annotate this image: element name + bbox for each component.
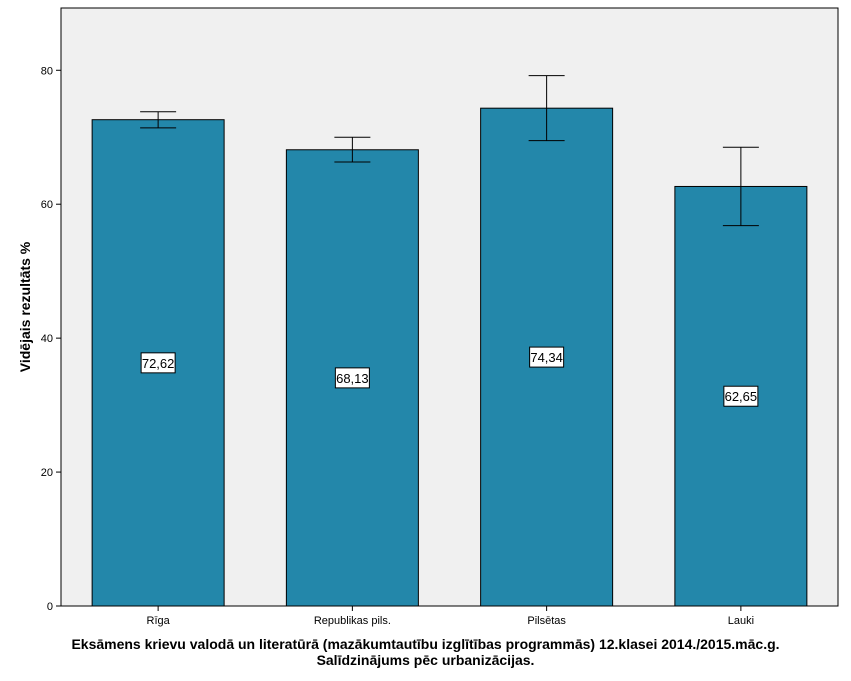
data-label-box-2 [334, 367, 370, 389]
y-axis-title: Vidējais rezultāts % [17, 241, 33, 372]
y-tick-label-40: 40 [41, 333, 53, 345]
y-tick-label-20: 20 [41, 467, 53, 479]
data-label-3: 74,34 [530, 350, 563, 365]
data-label-box-4 [723, 385, 759, 407]
x-tick-label-3: Pilsētas [527, 615, 566, 627]
y-tick-label-0: 0 [47, 601, 53, 613]
x-axis-title-line-1: Eksāmens krievu valodā un literatūrā (ma… [71, 636, 780, 652]
axes-layer: Rīga Republikas pils. Pilsētas Lauki 0 20 40 60… [41, 65, 754, 627]
y-tick-label-80: 80 [41, 65, 53, 77]
bars-layer: 72,62 68,13 74,34 62,65 [91, 75, 808, 607]
x-axis-title-line-2: Salīdzinājums pēc urbanizācijas. [316, 652, 535, 668]
data-label-4: 62,65 [725, 389, 758, 404]
x-tick-label-1: Rīga [147, 615, 171, 627]
y-tick-label-60: 60 [41, 199, 53, 211]
data-label-box-3 [529, 346, 565, 368]
data-label-1: 72,62 [142, 356, 175, 371]
data-label-box-1 [140, 352, 176, 374]
x-tick-label-4: Lauki [728, 615, 754, 627]
data-label-2: 68,13 [336, 371, 369, 386]
x-tick-label-2: Republikas pils. [314, 615, 391, 627]
